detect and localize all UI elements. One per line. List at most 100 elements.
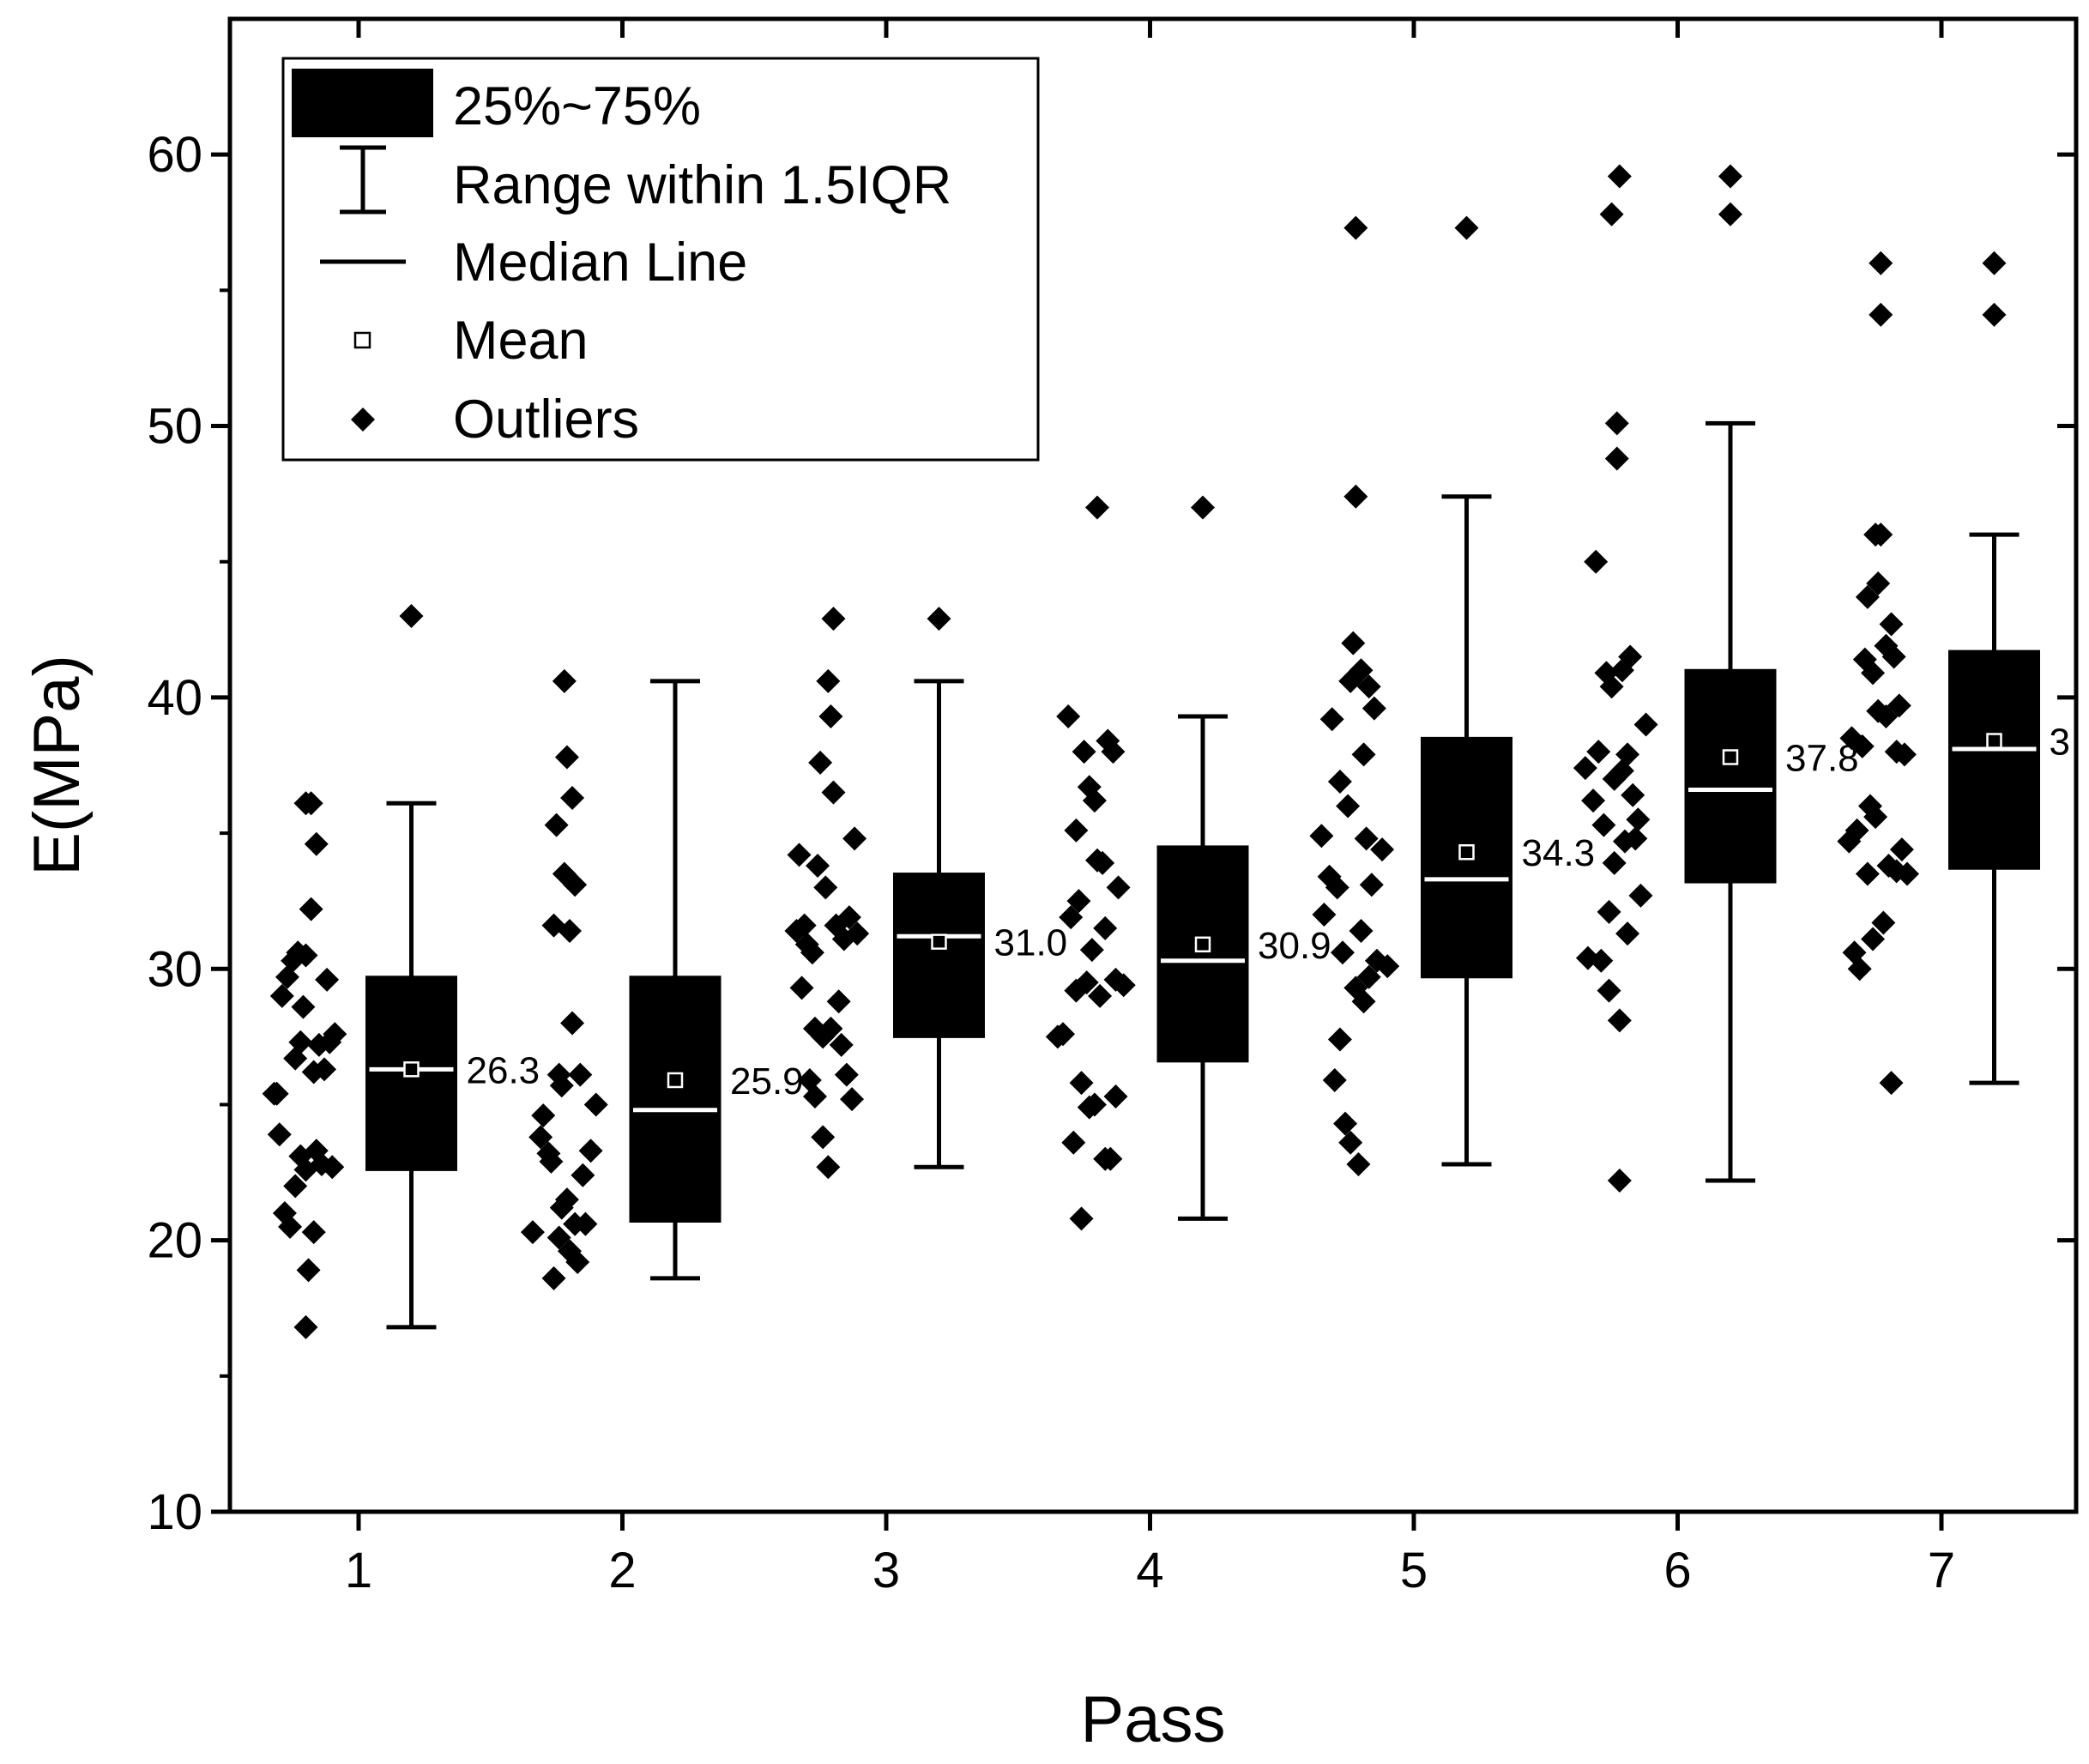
data-point [1064, 818, 1089, 843]
data-point [1370, 837, 1395, 862]
data-point [320, 1155, 345, 1180]
y-tick-label: 60 [147, 127, 202, 183]
data-point [1863, 805, 1888, 830]
data-point [312, 1057, 337, 1082]
data-point [808, 750, 833, 775]
data-point [1887, 693, 1911, 718]
data-point [565, 1249, 590, 1274]
legend: 25%~75% Range within 1.5IQR Median Line Mea… [281, 57, 1040, 462]
data-point [554, 1187, 579, 1212]
data-point [1356, 674, 1381, 699]
data-point [792, 913, 817, 938]
data-point [1573, 756, 1597, 781]
axes-layer: 10 20 30 40 50 60 1 2 3 4 5 6 7 Pass E(MPa) [21, 16, 2079, 1756]
data-point [1354, 826, 1379, 851]
data-point [1333, 1111, 1358, 1136]
x-tick-label: 4 [1136, 1543, 1163, 1598]
mean-marker [1194, 936, 1211, 953]
data-point [267, 1122, 292, 1147]
data-point [1327, 1027, 1352, 1052]
data-point [1881, 644, 1906, 669]
data-point [1111, 973, 1136, 998]
data-point [568, 1062, 593, 1087]
data-point [283, 1174, 308, 1199]
data-point [1889, 837, 1914, 862]
data-point [1586, 740, 1611, 764]
data-point [1309, 824, 1334, 849]
y-tick-label: 20 [147, 1213, 202, 1269]
legend-median-label: Median Line [453, 233, 747, 293]
mean-label: 30.9 [1258, 925, 1331, 967]
data-point [1059, 905, 1084, 930]
data-point [299, 897, 323, 921]
data-point [1090, 850, 1115, 875]
data-point [1861, 927, 1886, 951]
y-tick-label: 10 [147, 1484, 202, 1540]
data-point [1879, 1071, 1904, 1096]
data-point [1602, 850, 1627, 875]
data-point [1847, 957, 1872, 982]
data-point [531, 1103, 556, 1128]
data-point [560, 1011, 585, 1036]
data-point [1591, 813, 1616, 837]
data-point [836, 905, 861, 930]
data-point [1861, 661, 1886, 686]
data-point [1628, 883, 1653, 908]
data-point [1879, 612, 1904, 637]
data-point [558, 918, 582, 943]
data-point [1356, 964, 1381, 989]
data-point [1319, 707, 1344, 732]
data-point [1336, 794, 1361, 819]
data-point [829, 1032, 854, 1057]
data-point [1082, 788, 1107, 813]
data-point [552, 668, 577, 693]
data-point [1101, 740, 1126, 764]
data-point [541, 1266, 566, 1290]
data-point [528, 1125, 553, 1150]
data-point [821, 607, 846, 631]
data-point [802, 1084, 827, 1109]
data-point [1604, 411, 1629, 436]
data-point [291, 994, 316, 1019]
data-point [1069, 1071, 1094, 1096]
data-point [1621, 782, 1645, 807]
mean-label: 3 [2050, 722, 2070, 764]
data-point [299, 791, 323, 816]
legend-whisker-label: Range within 1.5IQR [453, 155, 951, 215]
data-point [1607, 164, 1632, 189]
outlier-point [927, 607, 951, 631]
legend-box-swatch [292, 69, 433, 137]
y-tick-label: 40 [147, 670, 202, 726]
x-axis-title: Pass [1081, 1683, 1226, 1756]
data-point [1866, 571, 1891, 596]
plot-frame [227, 16, 2079, 1514]
data-point [1312, 903, 1337, 927]
data-point [554, 745, 579, 770]
data-point [539, 1149, 564, 1174]
data-point [1597, 978, 1621, 1003]
mean-marker [931, 933, 947, 950]
data-point [1088, 983, 1113, 1008]
outlier-point [1191, 495, 1215, 520]
data-point [1589, 948, 1614, 973]
data-point [1103, 1084, 1128, 1109]
data-point [301, 1220, 326, 1245]
x-tick-label: 3 [872, 1543, 900, 1598]
data-point [1615, 742, 1640, 767]
data-point [1346, 1152, 1371, 1177]
outlier-point [399, 604, 424, 628]
data-point [1349, 918, 1374, 943]
data-point [789, 976, 814, 1000]
data-point [1615, 921, 1640, 946]
legend-box-label: 25%~75% [453, 76, 701, 136]
x-tick-label: 6 [1663, 1543, 1691, 1598]
data-point [1325, 875, 1349, 900]
data-point [1106, 875, 1131, 900]
box-iqr [893, 873, 985, 1038]
x-tick-label: 1 [345, 1543, 372, 1598]
data-point [1051, 1022, 1076, 1047]
data-point [1327, 769, 1352, 794]
x-tick-label: 2 [608, 1543, 636, 1598]
data-point [787, 843, 812, 867]
